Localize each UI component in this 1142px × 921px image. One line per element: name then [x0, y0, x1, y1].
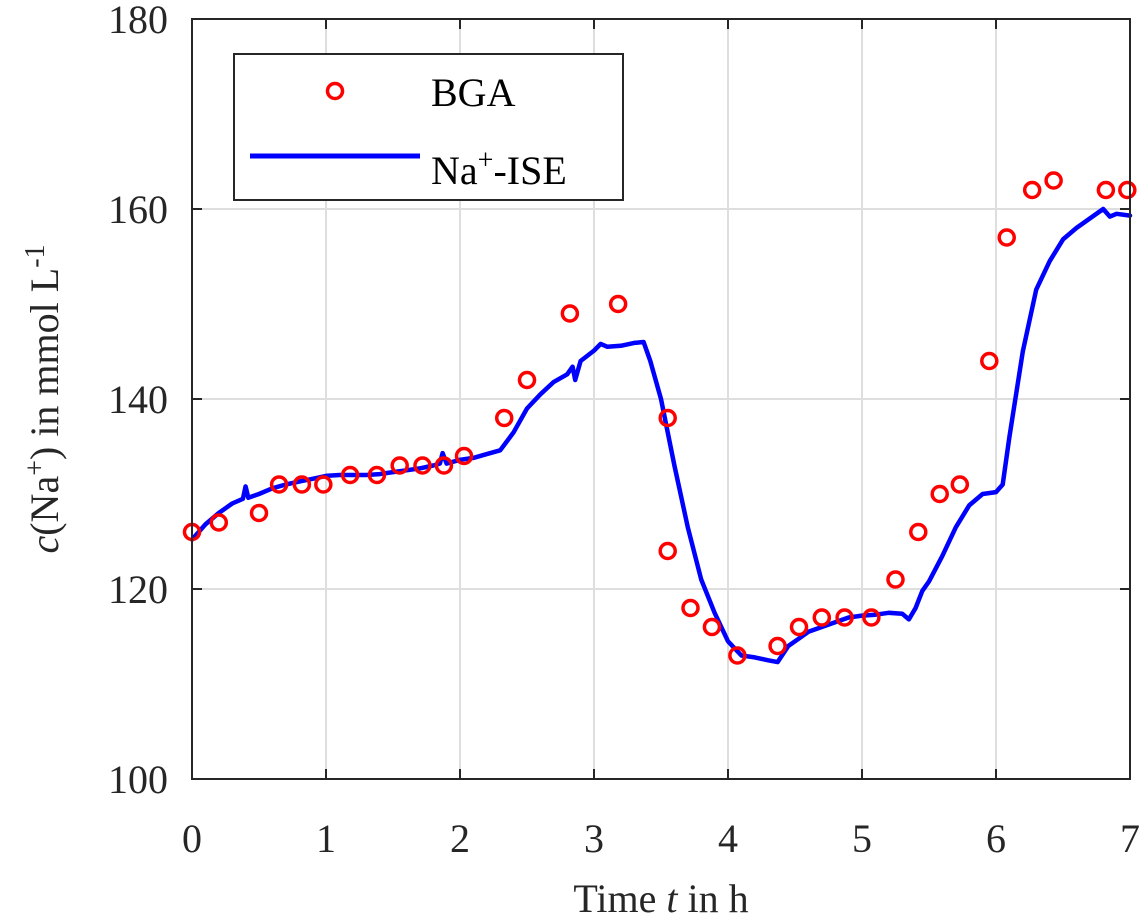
bga-point: [390, 456, 409, 475]
y-tick-label: 120: [108, 567, 168, 612]
y-tick-label: 100: [108, 757, 168, 802]
x-tick-label: 4: [718, 816, 738, 861]
legend-ise-label-sup: +: [478, 145, 494, 176]
bga-series: [182, 171, 1137, 665]
y-tick-label: 160: [108, 187, 168, 232]
bga-point: [980, 351, 999, 371]
y-axis-title-part1: (Na: [22, 476, 67, 536]
x-tick-label: 3: [584, 816, 604, 861]
y-axis-title-variable: c: [22, 536, 67, 554]
bga-point: [454, 446, 474, 466]
bga-point: [950, 475, 970, 494]
bga-point: [413, 456, 432, 475]
x-tick-label: 1: [316, 816, 336, 861]
x-axis-title-prefix: Time: [573, 876, 666, 921]
axes: [191, 18, 1131, 780]
bga-point: [862, 608, 881, 627]
bga-point: [886, 570, 905, 589]
y-axis-title-sup1: +: [20, 460, 51, 476]
x-tick-labels: 0 1 2 3 4 5 6 7: [182, 816, 1140, 861]
y-tick-label: 140: [108, 377, 168, 422]
x-axis-title-suffix: in h: [678, 876, 749, 921]
y-axis-title-sup2: -1: [20, 244, 51, 267]
bga-point: [658, 408, 677, 428]
bga-point: [1118, 180, 1137, 200]
bga-point: [314, 475, 333, 494]
bga-point: [1044, 171, 1063, 190]
bga-point: [909, 522, 928, 542]
legend-ise-label-suffix: -ISE: [493, 148, 566, 193]
legend-bga-label: BGA: [431, 70, 516, 115]
bga-point: [209, 513, 229, 532]
bga-point: [681, 598, 700, 618]
bga-point: [249, 503, 269, 523]
bga-point: [835, 608, 854, 627]
bga-point: [269, 475, 289, 494]
y-tick-labels: 100 120 140 160 180: [108, 0, 168, 802]
bga-point: [367, 465, 387, 485]
bga-point: [517, 370, 537, 390]
x-tick-label: 5: [852, 816, 872, 861]
legend-bga-marker: [325, 81, 345, 101]
y-tick-label: 180: [108, 0, 168, 42]
x-tick-label: 0: [182, 816, 202, 861]
bga-point: [812, 608, 832, 627]
bga-point: [340, 465, 360, 485]
x-tick-label: 2: [450, 816, 470, 861]
legend: BGA Na+-ISE: [233, 53, 624, 201]
x-axis-title: Time t in h: [573, 876, 748, 921]
legend-ise-label: Na+-ISE: [431, 145, 567, 193]
y-axis-title: c(Na+) in mmol L-1: [20, 244, 67, 553]
bga-point: [702, 617, 722, 637]
bga-point: [658, 541, 677, 561]
legend-box: [233, 53, 624, 201]
bga-point: [560, 304, 580, 323]
bga-point: [728, 646, 747, 665]
bga-point: [434, 456, 454, 475]
y-axis-title-part2: ) in mmol L: [22, 268, 67, 460]
bga-point: [789, 617, 809, 637]
x-tick-label: 6: [986, 816, 1006, 861]
bga-point: [494, 408, 514, 428]
bga-point: [1022, 180, 1042, 200]
x-tick-label: 7: [1120, 816, 1140, 861]
bga-point: [292, 475, 312, 494]
x-axis-title-variable: t: [666, 876, 678, 921]
ise-line: [189, 206, 1133, 665]
bga-point: [608, 294, 628, 314]
bga-point: [997, 228, 1016, 247]
bga-point: [930, 484, 949, 504]
bga-point: [768, 636, 787, 656]
ise-series: [189, 206, 1133, 665]
bga-point: [1096, 180, 1116, 200]
legend-ise-label-prefix: Na: [431, 148, 478, 193]
